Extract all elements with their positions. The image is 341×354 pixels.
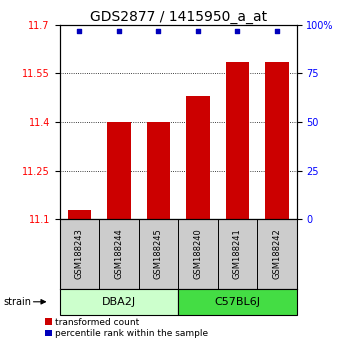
Text: GSM188242: GSM188242 (272, 229, 281, 279)
Point (195, 28, 201, 34)
Title: GDS2877 / 1415950_a_at: GDS2877 / 1415950_a_at (90, 10, 267, 24)
Point (274, 28, 280, 34)
Text: GSM188240: GSM188240 (193, 229, 203, 279)
Text: GSM188241: GSM188241 (233, 229, 242, 279)
Point (116, 28, 122, 34)
Bar (226, 62, 249, 219)
Text: C57BL6J: C57BL6J (214, 297, 261, 307)
Text: GSM188245: GSM188245 (154, 229, 163, 279)
Bar (60, 289, 178, 315)
Bar (147, 122, 170, 219)
Bar (68, 210, 91, 219)
Text: strain: strain (3, 297, 31, 307)
Text: GSM188243: GSM188243 (75, 229, 84, 279)
Bar (265, 62, 289, 219)
Text: GSM188244: GSM188244 (115, 229, 123, 279)
Bar (186, 96, 210, 219)
Point (235, 28, 240, 34)
Bar (178, 289, 297, 315)
Text: DBA2J: DBA2J (102, 297, 136, 307)
Bar (107, 122, 131, 219)
Point (156, 28, 161, 34)
Point (77, 28, 82, 34)
Legend: transformed count, percentile rank within the sample: transformed count, percentile rank withi… (45, 318, 208, 338)
